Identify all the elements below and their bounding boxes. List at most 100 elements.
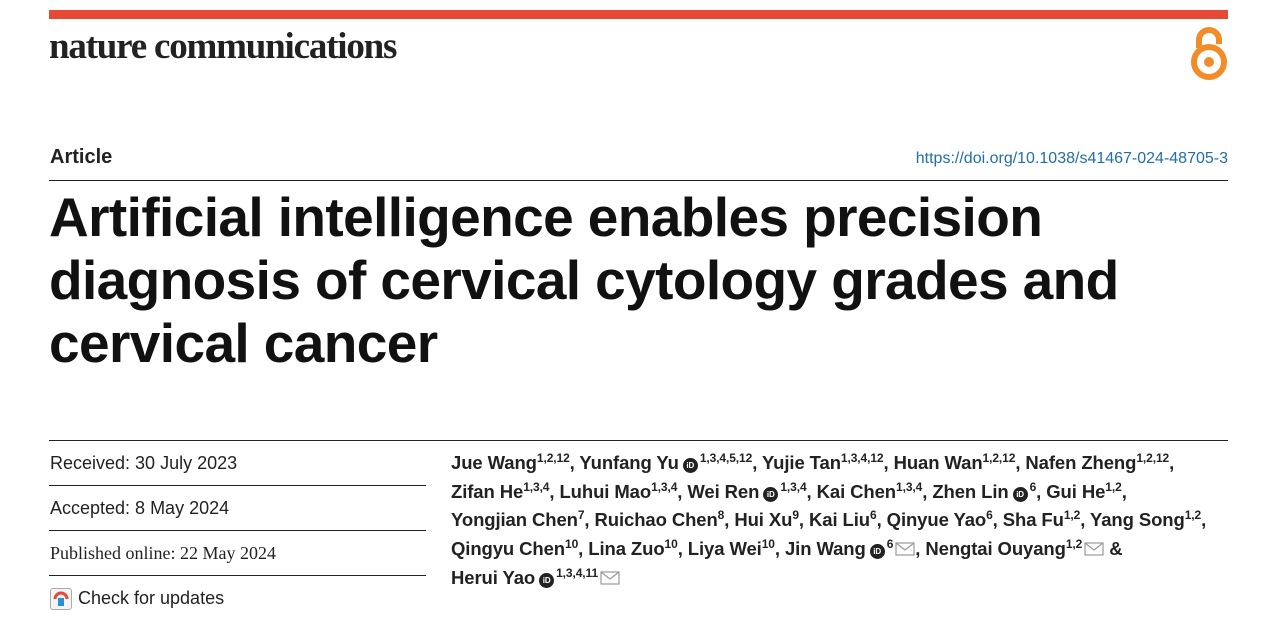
author-name[interactable]: Jin Wang bbox=[784, 538, 866, 560]
orcid-icon[interactable]: iD bbox=[869, 544, 885, 560]
affiliation-numbers: 1,2 bbox=[1065, 537, 1083, 552]
orcid-icon[interactable]: iD bbox=[763, 486, 779, 502]
author-separator: , bbox=[1036, 480, 1047, 502]
author-separator: , bbox=[915, 538, 926, 560]
author: Lina Zuo10 bbox=[588, 537, 678, 560]
author-separator: , bbox=[724, 509, 735, 531]
author-separator: , bbox=[578, 538, 589, 560]
author: Ruichao Chen8 bbox=[595, 509, 725, 530]
author-separator: , bbox=[774, 538, 785, 560]
author-name[interactable]: Nafen Zheng bbox=[1025, 452, 1137, 473]
author-separator: , bbox=[1169, 452, 1175, 473]
affiliation-numbers: 1,2,12 bbox=[536, 451, 570, 465]
author-name[interactable]: Yongjian Chen bbox=[451, 509, 578, 531]
affiliation-numbers: 10 bbox=[761, 537, 775, 552]
author: Nafen Zheng1,2,12 bbox=[1025, 452, 1169, 473]
author: Liya Wei10 bbox=[688, 538, 775, 559]
author-name[interactable]: Yunfang Yu bbox=[579, 452, 679, 473]
author: Luhui Mao1,3,4 bbox=[559, 481, 677, 502]
affiliation-numbers: 1,3,4,5,12 bbox=[699, 451, 753, 465]
author: Kai Chen1,3,4 bbox=[817, 481, 923, 502]
author-name[interactable]: Kai Chen bbox=[816, 480, 897, 502]
author-separator: , bbox=[1080, 509, 1090, 531]
header-divider bbox=[49, 180, 1228, 181]
check-updates-label: Check for updates bbox=[78, 588, 225, 608]
affiliation-numbers: 1,2 bbox=[1184, 508, 1202, 523]
author: Jin Wang iD6 bbox=[784, 537, 915, 560]
open-access-icon bbox=[1189, 24, 1229, 82]
accepted-date: Accepted: 8 May 2024 bbox=[49, 486, 426, 531]
author: Huan Wan1,2,12 bbox=[894, 452, 1016, 473]
affiliation-numbers: 10 bbox=[565, 537, 579, 552]
author-separator: , bbox=[1015, 452, 1026, 473]
author-name[interactable]: Zifan He bbox=[451, 480, 524, 502]
author-name[interactable]: Qinyue Yao bbox=[886, 509, 987, 531]
author-name[interactable]: Lina Zuo bbox=[588, 538, 665, 560]
author-name[interactable]: Gui He bbox=[1046, 480, 1106, 502]
article-title: Artificial intelligence enables precisio… bbox=[49, 186, 1119, 374]
author-list: Jue Wang1,2,12, Yunfang Yu iD1,3,4,5,12, … bbox=[451, 449, 1231, 593]
affiliation-numbers: 1,3,4,11 bbox=[556, 565, 599, 580]
affiliation-numbers: 1,2,12 bbox=[982, 451, 1016, 465]
affiliation-numbers: 9 bbox=[792, 508, 799, 523]
affiliation-numbers: 8 bbox=[717, 508, 725, 523]
author-name[interactable]: Kai Liu bbox=[809, 509, 870, 531]
author-separator: , bbox=[1201, 509, 1207, 531]
author-name[interactable]: Qingyu Chen bbox=[451, 538, 566, 560]
published-date: Published online: 22 May 2024 bbox=[49, 531, 426, 576]
author-separator: , bbox=[992, 509, 1003, 531]
orcid-icon[interactable]: iD bbox=[1012, 486, 1028, 502]
author-name[interactable]: Yang Song bbox=[1089, 509, 1185, 531]
doi-link[interactable]: https://doi.org/10.1038/s41467-024-48705… bbox=[915, 150, 1228, 167]
affiliation-numbers: 1,3,4 bbox=[896, 479, 923, 494]
author: Herui Yao iD1,3,4,11 bbox=[451, 567, 620, 588]
author-name[interactable]: Sha Fu bbox=[1002, 509, 1064, 531]
check-updates-icon bbox=[50, 587, 72, 610]
affiliation-numbers: 1,2 bbox=[1063, 508, 1081, 523]
email-icon[interactable] bbox=[895, 542, 915, 556]
author-name[interactable]: Hui Xu bbox=[734, 509, 793, 531]
author: Yujie Tan1,3,4,12 bbox=[762, 452, 884, 473]
email-icon[interactable] bbox=[1084, 542, 1104, 556]
author-name[interactable]: Zhen Lin bbox=[932, 480, 1009, 502]
affiliation-numbers: 10 bbox=[664, 537, 678, 552]
author-name[interactable]: Huan Wan bbox=[893, 452, 983, 473]
author-separator: , bbox=[883, 452, 894, 473]
author-separator: , bbox=[1121, 480, 1127, 502]
author: Wei Ren iD1,3,4 bbox=[687, 480, 807, 502]
author: Kai Liu6 bbox=[809, 509, 877, 530]
author-separator: , bbox=[806, 480, 817, 502]
author-name[interactable]: Ruichao Chen bbox=[594, 509, 718, 531]
article-type: Article bbox=[50, 146, 113, 168]
author: Qingyu Chen10 bbox=[451, 538, 578, 559]
author-name[interactable]: Luhui Mao bbox=[559, 480, 652, 502]
author: Nengtai Ouyang1,2 bbox=[925, 538, 1104, 559]
author: Hui Xu9 bbox=[734, 509, 799, 530]
author-name[interactable]: Nengtai Ouyang bbox=[925, 538, 1066, 560]
journal-accent-bar bbox=[49, 10, 1228, 19]
author-separator: , bbox=[798, 509, 809, 531]
check-for-updates-button[interactable]: Check for updates bbox=[49, 576, 426, 621]
author-name[interactable]: Liya Wei bbox=[687, 538, 762, 560]
author: Zhen Lin iD6 bbox=[932, 481, 1036, 502]
orcid-icon[interactable]: iD bbox=[539, 572, 555, 588]
email-icon[interactable] bbox=[600, 571, 620, 585]
meta-divider bbox=[49, 440, 1228, 441]
author-separator: , bbox=[584, 509, 595, 531]
affiliation-numbers: 1,3,4 bbox=[651, 479, 678, 494]
author-name[interactable]: Wei Ren bbox=[687, 480, 760, 502]
author-name[interactable]: Jue Wang bbox=[451, 452, 537, 473]
affiliation-numbers: 1,2,12 bbox=[1136, 451, 1170, 465]
affiliation-numbers: 1,3,4 bbox=[523, 479, 550, 494]
author-separator: , bbox=[677, 480, 688, 502]
affiliation-numbers: 6 bbox=[886, 537, 894, 552]
author-separator: , bbox=[569, 452, 580, 473]
orcid-icon[interactable]: iD bbox=[682, 458, 698, 473]
author-name[interactable]: Herui Yao bbox=[451, 566, 536, 588]
journal-name[interactable]: nature communications bbox=[49, 26, 397, 67]
author-name[interactable]: Yujie Tan bbox=[761, 452, 841, 473]
author: Jue Wang1,2,12 bbox=[451, 452, 570, 473]
author-separator: , bbox=[549, 480, 560, 502]
author: Yunfang Yu iD1,3,4,5,12 bbox=[579, 452, 752, 473]
author-separator: , bbox=[922, 480, 933, 502]
